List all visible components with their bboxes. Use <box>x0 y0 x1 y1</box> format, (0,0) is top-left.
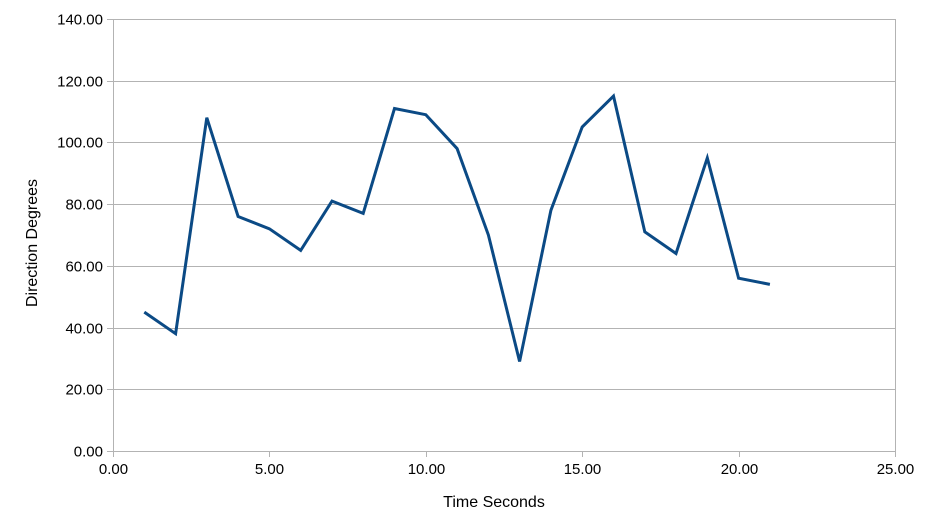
data-point <box>205 116 208 119</box>
x-tick-label: 0.00 <box>99 461 128 478</box>
data-point <box>174 332 177 335</box>
gridlines <box>113 19 895 452</box>
data-point <box>362 212 365 215</box>
y-tick-label: 20.00 <box>65 382 103 399</box>
data-point <box>424 113 427 116</box>
y-tick-label: 60.00 <box>65 259 103 276</box>
x-tick-label: 5.00 <box>255 461 284 478</box>
y-axis-title: Direction Degrees <box>24 179 41 307</box>
data-point <box>143 311 146 314</box>
x-axis-title: Time Seconds <box>443 494 545 511</box>
axes <box>107 19 896 457</box>
tick-labels: 0.00 20.00 40.00 60.00 80.00 100.00 120.00 140.… <box>57 12 914 479</box>
data-point <box>299 249 302 252</box>
y-tick-label: 0.00 <box>74 444 103 461</box>
data-point <box>581 126 584 129</box>
x-tick-label: 10.00 <box>408 461 446 478</box>
x-tick-label: 20.00 <box>721 461 759 478</box>
data-point <box>612 95 615 98</box>
data-point <box>768 283 771 286</box>
data-point <box>518 360 521 363</box>
series-line <box>143 93 771 362</box>
x-tick-label: 25.00 <box>877 461 915 478</box>
y-tick-label: 120.00 <box>57 74 103 91</box>
data-point <box>331 200 334 203</box>
data-point <box>706 156 709 159</box>
data-point <box>487 234 490 237</box>
data-point <box>268 227 271 230</box>
data-point <box>237 215 240 218</box>
x-tick-label: 15.00 <box>564 461 602 478</box>
y-tick-label: 100.00 <box>57 135 103 152</box>
data-point <box>393 107 396 110</box>
data-point <box>737 277 740 280</box>
data-point <box>549 209 552 212</box>
data-point <box>456 147 459 150</box>
data-point <box>643 230 646 233</box>
series-layer <box>143 93 771 363</box>
data-point <box>675 252 678 255</box>
y-tick-label: 80.00 <box>65 197 103 214</box>
y-tick-label: 40.00 <box>65 321 103 338</box>
y-tick-label: 140.00 <box>57 12 103 29</box>
